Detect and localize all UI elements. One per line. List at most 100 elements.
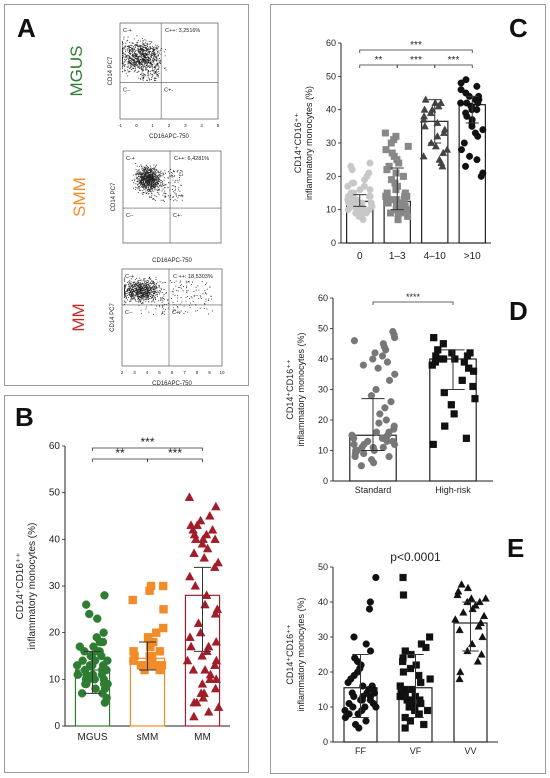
event-dot	[144, 179, 146, 180]
gate-value: C++: 3,2516%	[165, 28, 200, 34]
event-dot	[134, 54, 136, 56]
event-dot	[155, 77, 157, 79]
event-dot	[185, 311, 187, 313]
event-dot	[140, 61, 142, 63]
event-dot	[139, 187, 141, 188]
event-dot	[144, 66, 146, 68]
data-point	[473, 657, 482, 665]
event-dot	[177, 290, 179, 292]
event-dot	[157, 181, 159, 183]
data-point	[350, 633, 358, 641]
event-dot	[193, 291, 195, 293]
event-dot	[129, 290, 131, 292]
event-dot	[195, 304, 197, 306]
event-dot	[173, 304, 175, 306]
data-point	[145, 586, 154, 595]
event-dot	[144, 175, 146, 177]
event-dot	[146, 171, 148, 173]
event-dot	[130, 290, 132, 292]
event-dot	[172, 291, 174, 293]
event-dot	[142, 59, 144, 61]
event-dot	[138, 65, 140, 67]
y-tick-label: 60	[326, 38, 336, 48]
data-point	[392, 169, 400, 177]
event-dot	[124, 294, 125, 296]
event-dot	[138, 174, 139, 176]
event-dot	[138, 173, 140, 175]
data-point	[422, 643, 430, 652]
event-dot	[147, 66, 149, 68]
event-dot	[133, 290, 135, 291]
event-dot	[183, 313, 185, 315]
event-dot	[138, 290, 140, 292]
event-dot	[140, 180, 142, 182]
event-dot	[131, 293, 133, 294]
event-dot	[138, 280, 140, 282]
event-dot	[181, 199, 183, 201]
event-dot	[148, 169, 150, 171]
event-dot	[175, 304, 177, 306]
event-dot	[127, 292, 129, 294]
event-dot	[149, 59, 151, 61]
event-dot	[139, 301, 141, 303]
event-dot	[128, 49, 130, 51]
data-point	[381, 129, 389, 137]
event-dot	[143, 173, 145, 175]
event-dot	[122, 49, 124, 51]
event-dot	[147, 175, 149, 177]
event-dot	[155, 65, 157, 67]
event-dot	[135, 286, 137, 287]
event-dot	[152, 173, 154, 175]
event-dot	[149, 51, 151, 52]
event-dot	[174, 181, 176, 183]
data-point	[366, 647, 375, 655]
tick-label: 4	[146, 370, 149, 375]
event-dot	[142, 48, 144, 50]
event-dot	[123, 53, 125, 55]
event-dot	[151, 76, 153, 78]
event-dot	[121, 58, 123, 60]
event-dot	[153, 292, 155, 294]
event-dot	[139, 282, 141, 283]
event-dot	[148, 51, 150, 52]
panel-b: B 0 10 20 30 40 50 60 CD14⁺CD16⁺⁺ inflammatory mo…	[4, 395, 249, 773]
event-dot	[129, 62, 131, 64]
event-dot	[154, 297, 156, 299]
event-dot	[183, 285, 184, 287]
event-dot	[130, 283, 132, 285]
event-dot	[145, 297, 147, 299]
event-dot	[132, 293, 134, 295]
event-dot	[147, 280, 149, 282]
y-axis-label: inflammatory monocytes (%)	[304, 86, 314, 200]
axis-label-y: CD14 PC7	[110, 303, 116, 332]
event-dot	[142, 185, 144, 187]
event-dot	[180, 280, 182, 282]
event-dot	[149, 196, 151, 198]
event-dot	[138, 66, 140, 68]
data-point	[203, 706, 214, 716]
event-dot	[159, 290, 161, 292]
event-dot	[155, 291, 157, 293]
event-dot	[143, 290, 145, 291]
y-axis-label: inflammatory monocytes (%)	[27, 523, 38, 650]
axis-label-x: CD16APC-750	[152, 381, 192, 387]
event-dot	[146, 174, 148, 176]
event-dot	[142, 70, 144, 72]
event-dot	[140, 62, 142, 64]
event-dot	[197, 285, 199, 287]
event-dot	[149, 276, 150, 278]
event-dot	[191, 281, 193, 283]
event-dot	[128, 61, 130, 63]
event-dot	[170, 199, 172, 200]
data-point	[455, 625, 464, 634]
event-dot	[144, 57, 146, 59]
event-dot	[176, 171, 178, 173]
event-dot	[144, 172, 146, 174]
event-dot	[144, 63, 146, 65]
event-dot	[130, 62, 131, 63]
event-dot	[151, 52, 152, 54]
event-dot	[134, 178, 136, 180]
y-tick-label: 20	[49, 628, 61, 639]
event-dot	[148, 185, 150, 187]
event-dot	[155, 60, 157, 62]
